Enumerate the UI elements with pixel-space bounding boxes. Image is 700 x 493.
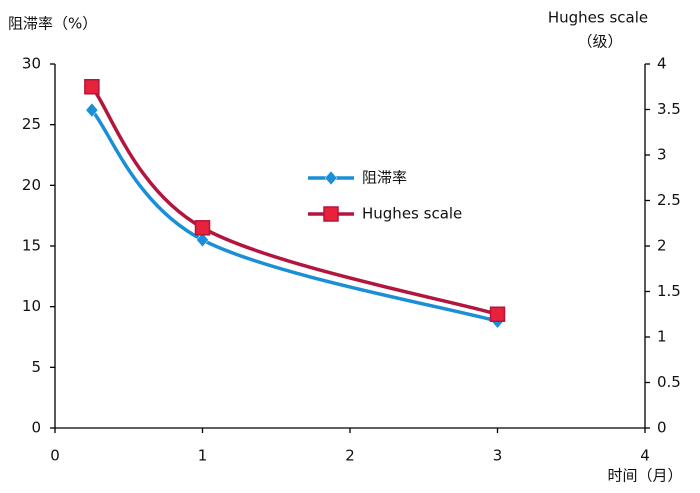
y2-tick-label: 0 — [657, 419, 667, 437]
y2-axis-title: （级） — [577, 33, 622, 51]
y-tick-label: 25 — [22, 115, 41, 133]
y2-tick-label: 4 — [657, 55, 667, 73]
y2-tick-label: 1 — [657, 328, 667, 346]
series-line — [90, 85, 498, 316]
y2-axis-title: Hughes scale — [548, 9, 648, 27]
y-axis-title: 阻滞率（%） — [8, 15, 97, 33]
y2-tick-label: 2.5 — [657, 191, 681, 209]
legend-label: Hughes scale — [362, 205, 462, 223]
y2-tick-label: 2 — [657, 237, 667, 255]
legend-marker — [323, 206, 339, 222]
x-axis-title: 时间（月） — [607, 467, 682, 485]
y-tick-label: 30 — [22, 55, 41, 73]
legend-marker — [324, 170, 338, 186]
x-tick-label: 3 — [493, 447, 503, 465]
marker — [196, 232, 209, 248]
y-tick-label: 20 — [22, 176, 41, 194]
x-tick-label: 0 — [50, 447, 60, 465]
y2-tick-label: 0.5 — [657, 373, 681, 391]
y-tick-label: 10 — [22, 297, 41, 315]
marker — [489, 306, 506, 322]
x-tick-label: 2 — [345, 447, 355, 465]
y-tick-label: 0 — [31, 419, 41, 437]
y2-tick-label: 3 — [657, 146, 667, 164]
x-tick-label: 4 — [640, 447, 650, 465]
series-line — [90, 108, 498, 323]
marker — [194, 220, 211, 236]
marker — [85, 102, 99, 118]
y-tick-label: 5 — [31, 358, 41, 376]
y2-tick-label: 1.5 — [657, 282, 681, 300]
y-tick-label: 15 — [22, 237, 41, 255]
legend-label: 阻滞率 — [362, 169, 407, 187]
marker — [84, 79, 100, 95]
x-tick-label: 1 — [198, 447, 208, 465]
y2-tick-label: 3.5 — [657, 100, 681, 118]
